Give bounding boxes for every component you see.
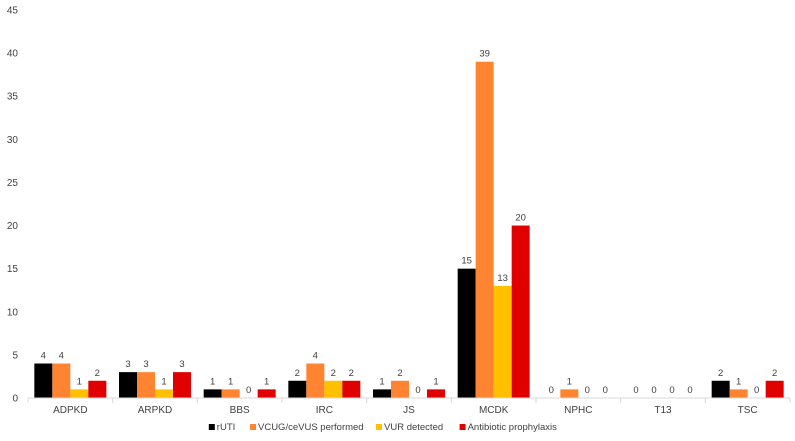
bar — [34, 363, 53, 398]
bar — [70, 389, 89, 398]
legend-swatch — [208, 424, 215, 430]
y-tick-label: 40 — [7, 49, 19, 60]
bar — [221, 389, 240, 398]
bar — [119, 372, 137, 398]
legend-swatch — [459, 424, 466, 430]
data-label: 2 — [718, 368, 723, 379]
legend-label: VCUG/ceVUS performed — [258, 422, 364, 433]
bar — [52, 363, 71, 398]
bar — [427, 389, 445, 398]
data-label: 2 — [95, 368, 100, 379]
bar — [475, 61, 494, 398]
x-tick-label: MCDK — [479, 405, 509, 416]
y-tick-label: 20 — [7, 221, 19, 232]
data-label: 15 — [461, 256, 472, 267]
legend-swatch — [376, 424, 382, 430]
data-label: 4 — [59, 351, 64, 362]
data-label: 3 — [143, 359, 148, 370]
data-label: 1 — [433, 376, 438, 387]
data-label: 2 — [349, 368, 354, 379]
data-label: 1 — [736, 376, 741, 387]
data-label: 0 — [246, 385, 251, 396]
bar — [511, 225, 530, 398]
data-label: 0 — [754, 385, 759, 396]
data-label: 0 — [585, 385, 590, 396]
bar — [288, 380, 307, 398]
y-tick-label: 30 — [7, 135, 19, 146]
data-label: 0 — [669, 385, 674, 396]
x-tick-label: IRC — [316, 405, 333, 416]
data-label: 1 — [264, 376, 269, 387]
data-label: 2 — [397, 368, 402, 379]
bar — [257, 389, 276, 398]
legend-swatch — [250, 424, 256, 430]
bar — [137, 372, 155, 398]
data-label: 0 — [549, 385, 554, 396]
y-tick-label: 45 — [7, 6, 19, 17]
bar — [765, 380, 784, 398]
data-label: 20 — [515, 213, 526, 224]
data-label: 0 — [633, 385, 638, 396]
data-label: 13 — [497, 273, 508, 284]
y-axis: 0 5 10 15 20 25 30 35 40 45 — [7, 6, 19, 405]
legend: rUTI VCUG/ceVUS performed VUR detected Anti… — [208, 422, 557, 433]
data-label: 4 — [41, 351, 46, 362]
bar — [711, 380, 730, 398]
legend-label: rUTI — [217, 422, 235, 433]
data-label: 1 — [228, 376, 233, 387]
data-label: 1 — [77, 376, 82, 387]
legend-label: VUR detected — [384, 422, 443, 433]
data-label: 4 — [313, 351, 318, 362]
bar — [457, 268, 476, 398]
x-tick-label: ADPKD — [53, 405, 87, 416]
x-axis: ADPKD ARPKD BBS IRC JS MCDK NPHC T13 TSC — [27, 397, 791, 416]
x-tick-label: TSC — [738, 405, 758, 416]
y-tick-label: 10 — [7, 307, 19, 318]
x-tick-label: NPHC — [564, 405, 592, 416]
bar — [173, 372, 191, 398]
data-label: 39 — [479, 49, 490, 60]
legend-label: Antibiotic prophylaxis — [468, 422, 557, 433]
bar — [203, 389, 222, 398]
data-label: 0 — [415, 385, 420, 396]
data-label: 2 — [295, 368, 300, 379]
bar — [155, 389, 173, 398]
x-tick-label: JS — [403, 405, 415, 416]
bar — [324, 380, 343, 398]
data-label: 1 — [210, 376, 215, 387]
bar — [373, 389, 391, 398]
data-label: 0 — [603, 385, 608, 396]
data-label: 0 — [687, 385, 692, 396]
data-label: 1 — [161, 376, 166, 387]
y-tick-label: 5 — [12, 350, 18, 361]
y-tick-label: 0 — [12, 394, 18, 405]
y-tick-label: 25 — [7, 178, 19, 189]
y-tick-label: 15 — [7, 264, 19, 275]
data-label: 2 — [331, 368, 336, 379]
bar — [560, 389, 579, 398]
x-tick-label: BBS — [230, 405, 250, 416]
bar — [729, 389, 748, 398]
data-label: 3 — [125, 359, 130, 370]
data-label: 1 — [379, 376, 384, 387]
x-tick-label: T13 — [654, 405, 672, 416]
data-label: 0 — [651, 385, 656, 396]
bar — [88, 380, 107, 398]
bar — [306, 363, 325, 398]
data-label: 2 — [772, 368, 777, 379]
x-tick-label: ARPKD — [138, 405, 172, 416]
data-label: 1 — [567, 376, 572, 387]
bar — [493, 285, 512, 398]
bar — [391, 380, 409, 398]
bar — [342, 380, 361, 398]
data-label: 3 — [179, 359, 184, 370]
y-tick-label: 35 — [7, 92, 19, 103]
